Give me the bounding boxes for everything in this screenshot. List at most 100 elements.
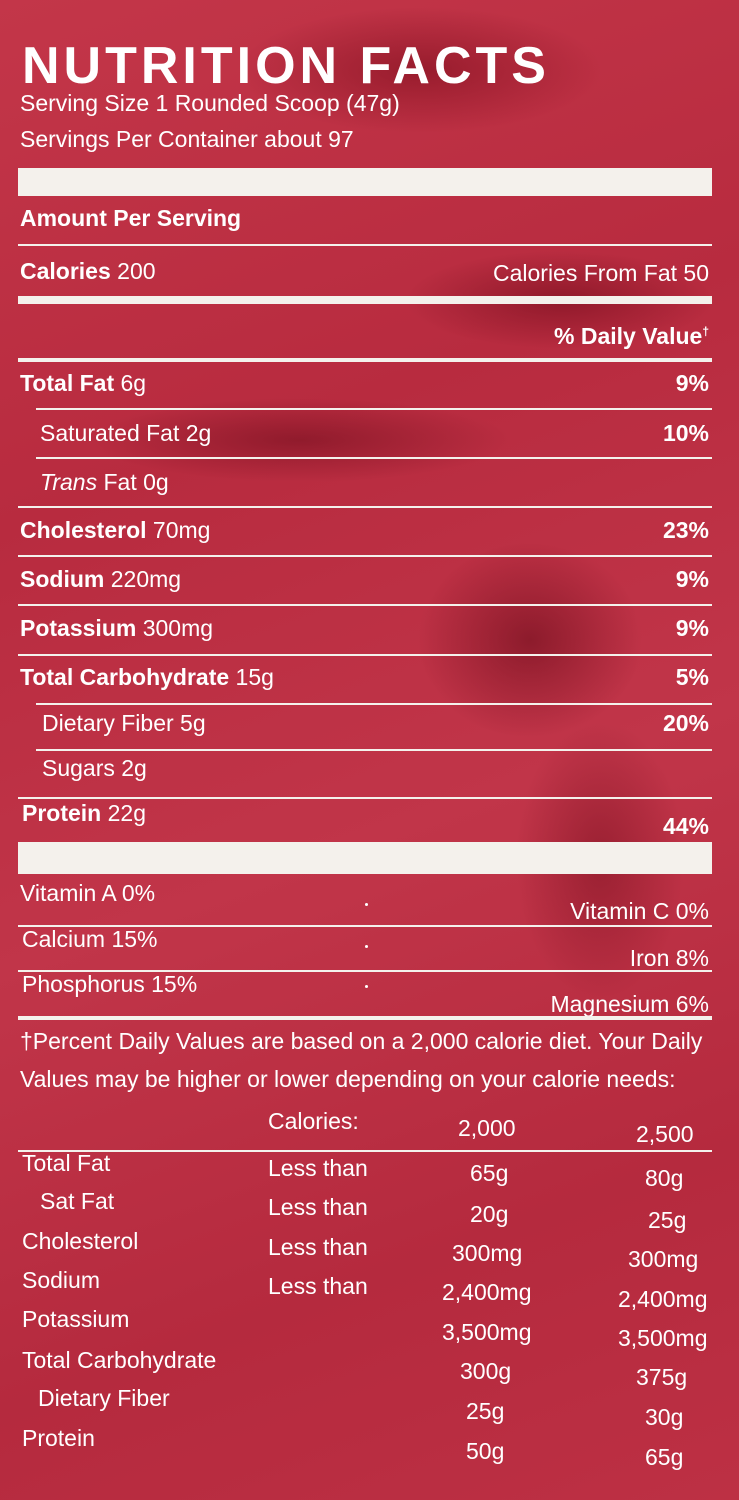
divider <box>18 1016 712 1020</box>
nutrient-amount: 2g <box>121 755 147 781</box>
nutrient-name-rest: Fat <box>103 469 137 495</box>
nutrient-row-total-fat: Total Fat 6g <box>20 372 146 395</box>
dv-row-col1: 50g <box>466 1438 505 1464</box>
nutrient-row-saturated-fat: Saturated Fat 2g <box>40 422 211 445</box>
nutrient-amount: 6g <box>120 370 147 396</box>
nutrient-dv: 5% <box>675 664 709 690</box>
dv-row-col1: 300g <box>460 1358 512 1384</box>
dv-row-col2: 80g <box>645 1165 684 1191</box>
thick-divider <box>18 168 712 196</box>
divider <box>18 925 712 927</box>
daily-value-header-text: % Daily Value <box>554 323 703 349</box>
nutrient-name: Total Carbohydrate <box>20 664 230 690</box>
nutrient-name: Potassium <box>20 615 137 641</box>
nutrient-amount: 22g <box>107 800 146 826</box>
dv-row-col1: 65g <box>470 1160 509 1186</box>
dv-row-qualifier: Less than <box>268 1234 368 1260</box>
separator-dot <box>365 945 368 948</box>
dv-row-name: Total Fat <box>22 1150 111 1176</box>
dv-row-name: Sat Fat <box>40 1188 115 1214</box>
daily-value-header: % Daily Value† <box>554 325 709 348</box>
dv-row-col1: 2,400mg <box>442 1279 532 1305</box>
divider <box>36 703 712 705</box>
dv-row-name: Total Carbohydrate <box>22 1347 217 1373</box>
nutrient-name: Sugars <box>42 755 115 781</box>
thick-divider <box>18 842 712 874</box>
dv-row-col1: 20g <box>470 1201 509 1227</box>
nutrient-dv: 44% <box>662 813 709 839</box>
nutrient-name: Sodium <box>20 566 105 592</box>
divider <box>18 604 712 606</box>
vitamin-left: Phosphorus 15% <box>22 971 198 997</box>
divider <box>36 408 712 410</box>
nutrient-name: Total Fat <box>20 370 115 396</box>
nutrient-dv: 9% <box>675 370 709 396</box>
dv-row-name: Dietary Fiber <box>38 1385 170 1411</box>
nutrient-dv: 9% <box>675 615 709 641</box>
vitamin-left: Calcium 15% <box>22 926 158 952</box>
dv-row-qualifier: Less than <box>268 1273 368 1299</box>
separator-dot <box>365 903 368 906</box>
calories-from-fat: Calories From Fat 50 <box>492 260 709 286</box>
divider <box>36 457 712 459</box>
dv-table-col1-header: 2,000 <box>458 1115 516 1141</box>
nutrient-name: Cholesterol <box>20 517 147 543</box>
dv-row-name: Potassium <box>22 1306 130 1332</box>
nutrient-dv: 23% <box>662 517 709 543</box>
nutrient-row-cholesterol: Cholesterol 70mg <box>20 519 210 542</box>
divider <box>18 244 712 246</box>
divider <box>18 555 712 557</box>
divider <box>18 654 712 656</box>
nutrient-amount: 220mg <box>110 566 182 592</box>
divider <box>18 358 712 362</box>
dv-row-qualifier: Less than <box>268 1194 368 1220</box>
nutrient-row-total-carbohydrate: Total Carbohydrate 15g <box>20 666 274 689</box>
vitamin-right: Magnesium 6% <box>550 991 709 1017</box>
nutrient-row-sugars: Sugars 2g <box>42 757 147 780</box>
nutrient-amount: 15g <box>235 664 274 690</box>
nutrient-dv: 9% <box>675 566 709 592</box>
calories-row: Calories 200 <box>20 260 156 283</box>
label-title: NUTRITION FACTS <box>22 37 550 95</box>
dv-row-col2: 25g <box>648 1207 687 1233</box>
dv-row-name: Sodium <box>22 1267 100 1293</box>
dv-table-col2-header: 2,500 <box>636 1121 694 1147</box>
divider <box>18 970 712 972</box>
nutrient-name: Trans <box>40 469 98 495</box>
dv-row-col2: 65g <box>645 1444 684 1470</box>
dv-row-col1: 25g <box>466 1398 505 1424</box>
vitamin-right: Vitamin C 0% <box>570 898 709 924</box>
dv-row-name: Protein <box>22 1425 95 1451</box>
dv-row-col2: 300mg <box>628 1246 699 1272</box>
divider <box>18 506 712 508</box>
amount-per-serving: Amount Per Serving <box>20 205 242 231</box>
separator-dot <box>365 985 368 988</box>
nutrient-dv: 20% <box>662 710 709 736</box>
dagger-mark: † <box>702 324 709 339</box>
dv-row-name: Cholesterol <box>22 1228 139 1254</box>
nutrient-dv: 10% <box>662 420 709 446</box>
dv-row-qualifier: Less than <box>268 1155 368 1181</box>
footnote-line-2: Values may be higher or lower depending … <box>20 1066 676 1092</box>
calories-label: Calories <box>20 258 111 284</box>
dv-row-col1: 300mg <box>452 1240 523 1266</box>
nutrient-row-protein: Protein 22g <box>22 802 146 825</box>
nutrient-amount: 300mg <box>142 615 214 641</box>
nutrient-name: Saturated Fat <box>40 420 180 446</box>
servings-per-container: Servings Per Container about 97 <box>20 126 354 152</box>
dv-row-col2: 2,400mg <box>618 1286 708 1312</box>
dv-row-col2: 3,500mg <box>618 1325 708 1351</box>
nutrient-amount: 2g <box>185 420 212 446</box>
nutrient-row-potassium: Potassium 300mg <box>20 617 213 640</box>
dv-table-calories-label: Calories: <box>268 1108 359 1134</box>
dv-row-col2: 30g <box>645 1404 684 1430</box>
dv-row-col2: 375g <box>636 1364 688 1390</box>
nutrient-amount: 70mg <box>152 517 211 543</box>
divider <box>18 797 712 799</box>
medium-divider <box>18 296 712 304</box>
calories-value: 200 <box>117 258 156 284</box>
footnote-line-1: †Percent Daily Values are based on a 2,0… <box>20 1028 703 1054</box>
nutrient-name: Protein <box>22 800 102 826</box>
serving-size: Serving Size 1 Rounded Scoop (47g) <box>20 90 400 116</box>
